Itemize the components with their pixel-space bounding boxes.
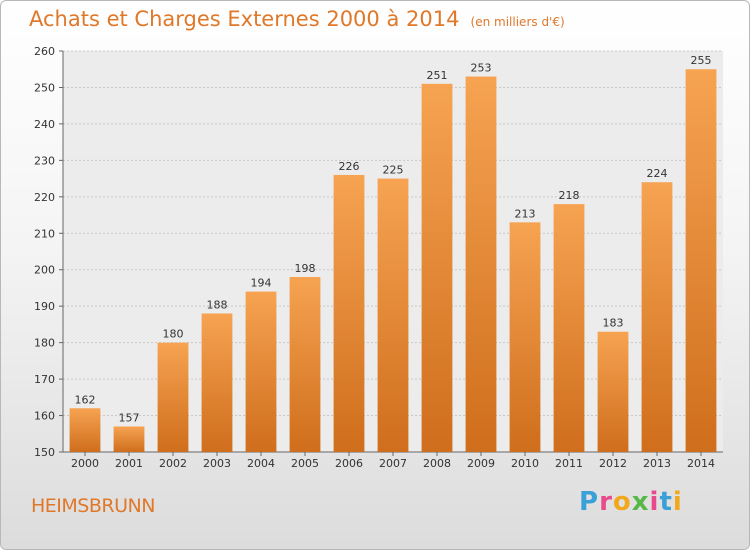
x-tick-label: 2001 <box>115 457 143 470</box>
data-label: 162 <box>75 393 96 406</box>
x-tick-label: 2005 <box>291 457 319 470</box>
y-tick-label: 190 <box>34 300 55 313</box>
logo-letter: P <box>579 487 600 517</box>
logo-letter: x <box>631 487 650 517</box>
place-name: HEIMSBRUNN <box>31 495 155 517</box>
x-tick-label: 2004 <box>247 457 275 470</box>
data-label: 194 <box>251 277 272 290</box>
y-tick-label: 250 <box>34 81 55 94</box>
x-tick-label: 2014 <box>687 457 715 470</box>
data-label: 213 <box>515 207 536 220</box>
bar <box>465 76 497 452</box>
data-label: 224 <box>647 167 668 180</box>
data-label: 251 <box>427 69 448 82</box>
x-tick-label: 2008 <box>423 457 451 470</box>
x-tick-label: 2009 <box>467 457 495 470</box>
y-tick-label: 230 <box>34 154 55 167</box>
x-tick-label: 2003 <box>203 457 231 470</box>
bar <box>201 313 233 452</box>
bar <box>421 83 453 453</box>
y-tick-label: 210 <box>34 227 55 240</box>
unit-text: (en milliers d'€) <box>470 15 565 29</box>
logo-letter: i <box>649 487 660 517</box>
bar <box>597 331 629 452</box>
bar <box>289 277 321 452</box>
data-label: 255 <box>691 54 712 67</box>
x-tick-label: 2007 <box>379 457 407 470</box>
bar <box>113 426 145 452</box>
y-tick-label: 150 <box>34 446 55 459</box>
y-tick-label: 180 <box>34 337 55 350</box>
x-tick-label: 2012 <box>599 457 627 470</box>
chart-title: Achats et Charges Externes 2000 à 2014 (… <box>29 7 565 31</box>
y-tick-label: 200 <box>34 264 55 277</box>
y-tick-label: 160 <box>34 410 55 423</box>
bar <box>641 182 673 452</box>
data-label: 253 <box>471 62 492 75</box>
data-label: 226 <box>339 160 360 173</box>
data-label: 183 <box>603 317 624 330</box>
y-tick-label: 260 <box>34 45 55 58</box>
data-label: 180 <box>163 328 184 341</box>
bar <box>377 178 409 452</box>
bar <box>685 69 717 453</box>
data-label: 188 <box>207 298 228 311</box>
data-label: 225 <box>383 164 404 177</box>
data-label: 218 <box>559 189 580 202</box>
x-tick-label: 2010 <box>511 457 539 470</box>
x-tick-label: 2006 <box>335 457 363 470</box>
bar <box>157 342 189 452</box>
logo-letter: t <box>659 487 673 517</box>
y-tick-label: 240 <box>34 118 55 131</box>
title-text: Achats et Charges Externes 2000 à 2014 <box>29 7 460 31</box>
logo-letter: o <box>612 487 632 517</box>
y-tick-label: 170 <box>34 373 55 386</box>
data-label: 157 <box>119 411 140 424</box>
x-tick-label: 2000 <box>71 457 99 470</box>
x-tick-label: 2011 <box>555 457 583 470</box>
bar <box>69 408 101 452</box>
y-tick-label: 220 <box>34 191 55 204</box>
bar <box>333 174 365 453</box>
logo-letter: i <box>672 487 683 517</box>
x-tick-label: 2002 <box>159 457 187 470</box>
bar <box>509 222 541 452</box>
data-label: 198 <box>295 262 316 275</box>
x-tick-label: 2013 <box>643 457 671 470</box>
proxiti-logo: Proxiti <box>579 487 683 517</box>
bar <box>245 291 277 452</box>
logo-letter: r <box>599 487 613 517</box>
bar <box>553 204 585 452</box>
